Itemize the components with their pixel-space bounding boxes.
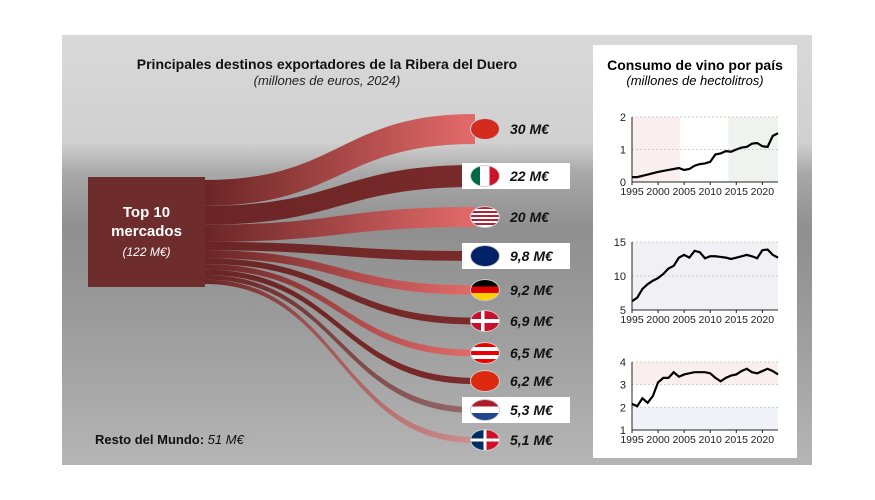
destination-label: 6,5 M€ (462, 340, 570, 366)
consumption-line (631, 367, 779, 408)
flow-gb (205, 241, 475, 261)
value-label: 9,2 M€ (510, 282, 553, 298)
flag-gb-icon (470, 245, 500, 267)
main-title: Principales destinos exportadores de la … (136, 56, 518, 72)
value-label: 5,1 M€ (510, 432, 553, 448)
x-tick-label: 2000 (646, 314, 670, 326)
consumption-line (631, 248, 779, 303)
rest-of-world: Resto del Mundo: 51 M€ (95, 432, 244, 447)
x-tick-label: 2020 (751, 314, 775, 326)
box-line2: mercados (111, 223, 182, 240)
flow-us (205, 207, 475, 242)
flag-dk-icon (470, 310, 500, 332)
value-label: 5,3 M€ (510, 402, 553, 418)
x-tick-label: 2005 (672, 314, 696, 326)
y-tick-label: 1 (620, 425, 626, 437)
value-label: 30 M€ (510, 121, 549, 137)
y-tick-label: 0 (620, 177, 626, 189)
x-tick-label: 1995 (620, 314, 644, 326)
value-label: 6,2 M€ (510, 373, 553, 389)
flow-de (205, 250, 475, 295)
flow-ch (205, 114, 475, 206)
y-tick-label: 2 (620, 402, 626, 414)
panel-title: Consumo de vino por país (607, 57, 783, 73)
rest-label: Resto del Mundo: (95, 432, 205, 447)
top10-box: Top 10 mercados (122 M€) (88, 177, 205, 287)
destination-label: 5,3 M€ (462, 397, 570, 423)
box-line1: Top 10 (122, 204, 171, 221)
x-tick-label: 2000 (646, 186, 670, 198)
flag-de-icon (470, 279, 500, 301)
flag-mx-icon (470, 165, 500, 187)
x-tick-label: 1995 (620, 186, 644, 198)
flag-background (632, 407, 778, 430)
y-tick-label: 1 (620, 145, 626, 157)
destination-label: 22 M€ (462, 163, 570, 189)
value-label: 20 M€ (510, 209, 549, 225)
rest-value: 51 M€ (207, 432, 244, 447)
value-label: 9,8 M€ (510, 248, 553, 264)
flow-do (205, 279, 475, 443)
destination-label: 20 M€ (462, 204, 570, 230)
y-tick-label: 2 (620, 112, 626, 124)
panel-subtitle: (millones de hectolitros) (626, 73, 764, 88)
flag-cn-icon (470, 370, 500, 392)
value-label: 22 M€ (510, 168, 549, 184)
flow-mx (205, 165, 475, 225)
main-subtitle: (millones de euros, 2024) (253, 73, 401, 88)
x-tick-label: 2015 (725, 186, 749, 198)
y-tick-label: 15 (614, 237, 626, 249)
x-tick-label: 2005 (672, 186, 696, 198)
x-tick-label: 2010 (699, 314, 723, 326)
flow-cn (205, 269, 475, 385)
flag-do-icon (470, 429, 500, 451)
value-label: 6,5 M€ (510, 345, 553, 361)
destination-label: 9,8 M€ (462, 243, 570, 269)
x-tick-label: 2015 (725, 314, 749, 326)
x-tick-label: 1995 (620, 434, 644, 446)
flow-dk (205, 258, 475, 325)
y-tick-label: 4 (620, 357, 626, 369)
x-tick-label: 2000 (646, 434, 670, 446)
flag-ch-icon (470, 118, 500, 140)
x-tick-label: 2010 (699, 434, 723, 446)
flag-pr-icon (470, 342, 500, 364)
box-total: (122 M€) (122, 245, 171, 259)
destination-label: 9,2 M€ (462, 277, 570, 303)
value-label: 6,9 M€ (510, 313, 553, 329)
x-tick-label: 2010 (699, 186, 723, 198)
x-tick-label: 2015 (725, 434, 749, 446)
flag-nl-icon (470, 399, 500, 421)
y-tick-label: 3 (620, 380, 626, 392)
y-tick-label: 10 (614, 271, 626, 283)
destination-label: 6,2 M€ (462, 368, 570, 394)
flow-pr (205, 264, 475, 357)
y-tick-label: 5 (620, 305, 626, 317)
consumption-line (632, 132, 779, 179)
flow-nl (205, 275, 475, 413)
destination-label: 6,9 M€ (462, 308, 570, 334)
x-tick-label: 2020 (751, 434, 775, 446)
x-tick-label: 2020 (751, 186, 775, 198)
x-tick-label: 2005 (672, 434, 696, 446)
destination-label: 5,1 M€ (462, 427, 570, 453)
flag-us-icon (470, 206, 500, 228)
destination-label: 30 M€ (462, 116, 570, 142)
